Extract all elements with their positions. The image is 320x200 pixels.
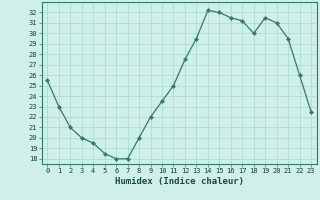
X-axis label: Humidex (Indice chaleur): Humidex (Indice chaleur) [115,177,244,186]
